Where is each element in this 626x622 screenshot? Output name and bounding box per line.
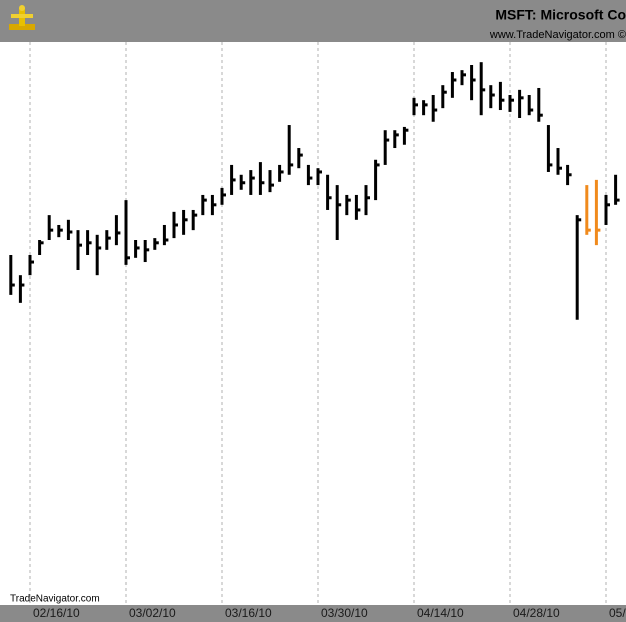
chart-title: MSFT: Microsoft Co — [495, 7, 626, 23]
x-axis-bar — [0, 605, 626, 622]
x-tick-label: 03/16/10 — [225, 606, 272, 620]
x-tick-label: 02/16/10 — [33, 606, 80, 620]
logo — [9, 5, 35, 30]
watermark: TradeNavigator.com — [10, 594, 100, 605]
x-tick-label: 04/14/10 — [417, 606, 464, 620]
x-tick-label: 05/ — [609, 606, 626, 620]
x-tick-label: 04/28/10 — [513, 606, 560, 620]
x-tick-label: 03/02/10 — [129, 606, 176, 620]
chart-subtitle: www.TradeNavigator.com © — [489, 29, 626, 41]
header-bar — [0, 0, 626, 42]
plot — [9, 42, 620, 605]
x-tick-label: 03/30/10 — [321, 606, 368, 620]
